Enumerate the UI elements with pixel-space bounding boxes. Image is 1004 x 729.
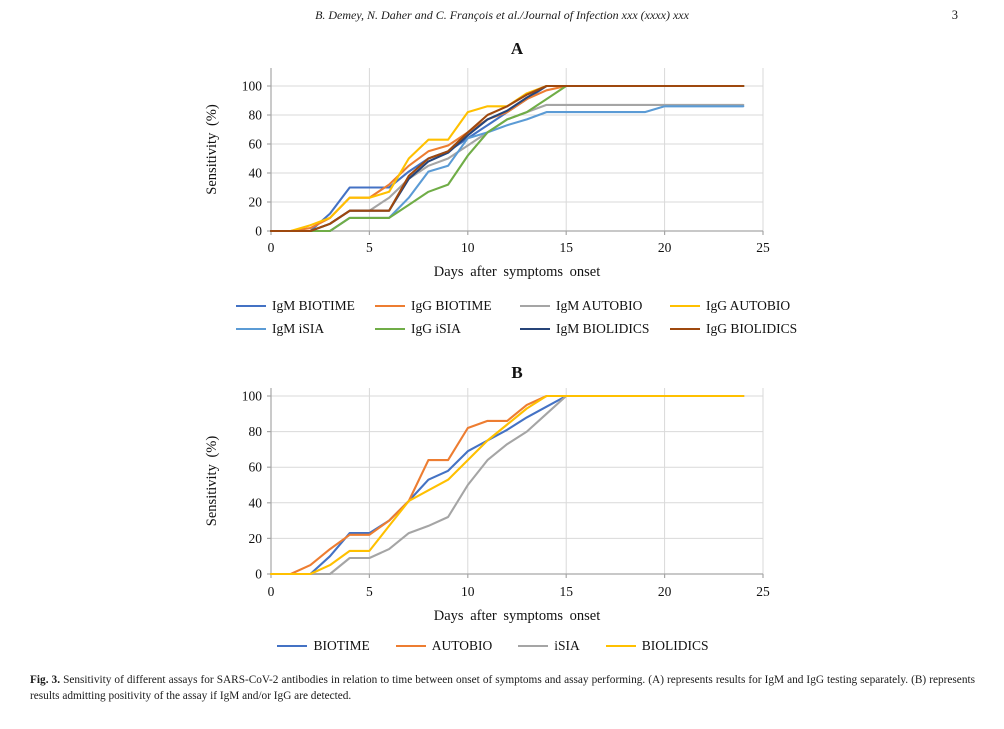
x-tick-label: 0 [268, 240, 275, 255]
series-line-biolidics [269, 394, 745, 576]
x-tick-label: 0 [268, 584, 275, 599]
x-axis-title: Days after symptoms onset [434, 264, 600, 280]
legend-label: IgM iSIA [272, 321, 325, 336]
y-tick-label: 0 [255, 224, 262, 239]
chart-b-line-plot: 0 20 40 60 80 100 0 5 10 15 20 25 B Days after sympto… [204, 363, 770, 624]
legend-item-igg-autobio: IgG AUTOBIO [670, 298, 800, 314]
legend-item-isia: iSIA [518, 638, 580, 654]
y-tick-label: 100 [242, 79, 263, 94]
y-axis-title: Sensitivity (%) [204, 436, 220, 527]
x-tick-label: 25 [756, 240, 770, 255]
legend-item-biotime: BIOTIME [277, 638, 370, 654]
x-tick-label: 25 [756, 584, 770, 599]
legend-item-igm-autobio: IgM AUTOBIO [520, 298, 670, 314]
figure-caption: Fig. 3. Sensitivity of different assays … [30, 672, 975, 704]
x-tick-label: 20 [658, 584, 672, 599]
page-number: 3 [951, 8, 958, 22]
series-line-igg-isia [269, 84, 745, 233]
y-axis-title: Sensitivity (%) [204, 104, 220, 195]
legend-label: AUTOBIO [431, 638, 493, 653]
legend-line-swatch [277, 644, 308, 648]
legend-item-igg-isia: IgG iSIA [375, 321, 520, 337]
series-line-isia [269, 394, 745, 576]
caption-label: Fig. 3. [30, 674, 61, 686]
legend-line-swatch [670, 327, 700, 331]
legend-item-autobio: AUTOBIO [395, 638, 493, 654]
legend-item-igg-biotime: IgG BIOTIME [375, 298, 520, 314]
legend-label: IgG AUTOBIO [706, 298, 791, 313]
legend-label: BIOLIDICS [641, 638, 709, 653]
x-tick-label: 5 [366, 584, 373, 599]
x-tick-label: 15 [559, 240, 573, 255]
legend-label: IgM BIOTIME [272, 298, 355, 313]
legend-line-swatch [520, 327, 550, 331]
legend-line-swatch [520, 304, 550, 308]
legend-label: IgG BIOTIME [411, 298, 492, 313]
x-axis-title: Days after symptoms onset [434, 608, 600, 624]
legend-item-igm-biolidics: IgM BIOLIDICS [520, 321, 670, 337]
legend-label: IgM BIOLIDICS [556, 321, 650, 336]
series-line-autobio [269, 394, 745, 576]
y-tick-label: 60 [249, 137, 263, 152]
legend-item-biolidics: BIOLIDICS [605, 638, 709, 654]
y-tick-label: 40 [249, 166, 263, 181]
legend-item-igm-isia: IgM iSIA [236, 321, 375, 337]
chart-title: B [511, 363, 522, 382]
legend-item-igm-biotime: IgM BIOTIME [236, 298, 375, 314]
y-tick-label: 0 [255, 567, 262, 582]
running-head: B. Demey, N. Daher and C. François et al… [0, 8, 1004, 23]
chart-a-line-plot: 0 20 40 60 80 100 0 5 10 15 20 25 A Days after sympto… [204, 39, 770, 280]
x-tick-label: 15 [559, 584, 573, 599]
legend-line-swatch [375, 327, 405, 331]
series-line-igg-biotime [269, 84, 745, 233]
legend-line-swatch [518, 644, 549, 648]
series-line-igm-isia [269, 105, 745, 233]
x-tick-label: 5 [366, 240, 373, 255]
legend-a: IgM BIOTIME IgG BIOTIME IgM AUTOBIO IgG AUT… [200, 298, 800, 337]
y-tick-label: 80 [249, 424, 263, 439]
y-tick-label: 80 [249, 108, 263, 123]
running-title: B. Demey, N. Daher and C. François et al… [315, 8, 689, 22]
legend-label: BIOTIME [313, 638, 370, 653]
chart-title: A [511, 39, 524, 58]
y-tick-label: 20 [249, 531, 263, 546]
legend-line-swatch [395, 644, 426, 648]
legend-label: IgM AUTOBIO [556, 298, 643, 313]
legend-item-igg-biolidics: IgG BIOLIDICS [670, 321, 800, 337]
y-tick-label: 20 [249, 195, 263, 210]
y-tick-label: 40 [249, 495, 263, 510]
series-line-biotime [269, 394, 745, 576]
legend-line-swatch [236, 304, 266, 308]
legend-line-swatch [375, 304, 405, 308]
legend-label: iSIA [554, 638, 580, 653]
series-line-igg-autobio [269, 84, 745, 233]
legend-line-swatch [236, 327, 266, 331]
y-tick-label: 60 [249, 460, 263, 475]
caption-text: Sensitivity of different assays for SARS… [30, 674, 976, 703]
series-line-igm-biolidics [269, 84, 745, 233]
series-line-igm-biotime [269, 84, 745, 233]
x-tick-label: 10 [461, 240, 475, 255]
series-line-igg-biolidics [269, 84, 745, 233]
series-line-igm-autobio [269, 103, 745, 233]
y-tick-label: 100 [242, 389, 263, 404]
legend-line-swatch [670, 304, 700, 308]
x-tick-label: 20 [658, 240, 672, 255]
legend-label: IgG BIOLIDICS [706, 321, 798, 336]
legend-b: BIOTIME AUTOBIO iSIA BIOLIDICS [200, 638, 800, 654]
legend-line-swatch [605, 644, 636, 648]
x-tick-label: 10 [461, 584, 475, 599]
legend-label: IgG iSIA [411, 321, 461, 336]
